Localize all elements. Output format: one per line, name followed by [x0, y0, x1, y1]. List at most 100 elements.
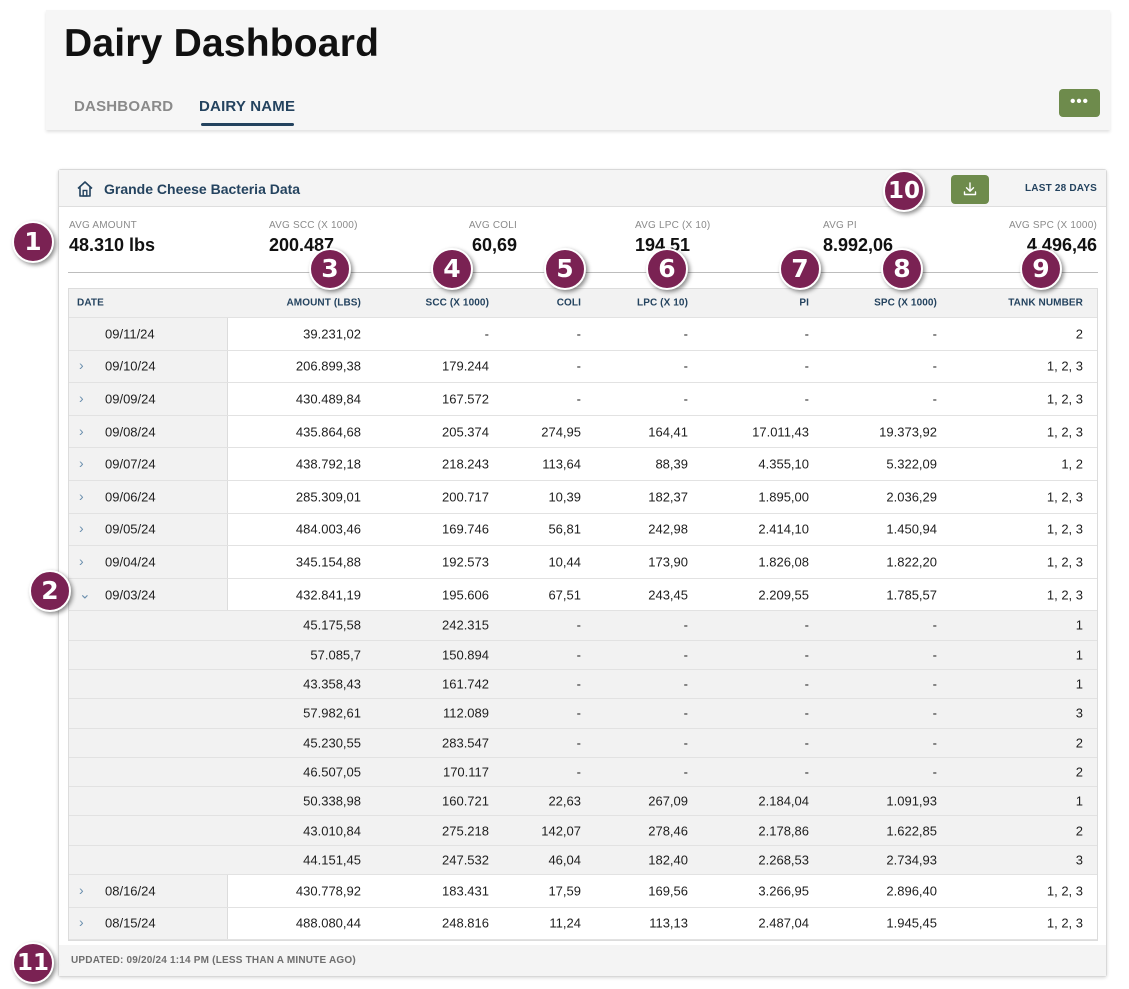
- cell-coli: -: [576, 705, 581, 721]
- cell-lpc: -: [683, 647, 688, 663]
- cell-lpc: 173,90: [648, 554, 688, 570]
- chevron-right-icon[interactable]: ›: [79, 390, 84, 407]
- download-button[interactable]: [951, 175, 989, 204]
- callout-badge: 5: [544, 248, 586, 290]
- cell-pi: -: [804, 358, 809, 374]
- date-cell: 09/11/24: [69, 318, 228, 350]
- stat-label: AVG AMOUNT: [69, 220, 137, 231]
- cell-amount: 484.003,46: [295, 521, 361, 537]
- column-header-tank-number[interactable]: TANK NUMBER: [1008, 297, 1083, 309]
- callout-badge: 11: [12, 942, 54, 984]
- chevron-right-icon[interactable]: ›: [79, 882, 84, 899]
- cell-spc: 1.622,85: [886, 823, 937, 839]
- table-row[interactable]: ⌄ 09/03/24 432.841,19 195.606 67,51 243,45 2.2…: [69, 578, 1097, 612]
- date-cell: [69, 757, 228, 787]
- table-row[interactable]: › 08/15/24 488.080,44 248.816 11,24 113,13 2.4…: [69, 907, 1097, 941]
- stat-label: AVG SPC (X 1000): [1008, 220, 1097, 231]
- cell-spc: 1.785,57: [886, 587, 937, 603]
- callout-badge: 8: [881, 248, 923, 290]
- callout-badge: 10: [883, 170, 925, 212]
- chevron-right-icon[interactable]: ›: [79, 455, 84, 472]
- row-date: 09/03/24: [105, 587, 156, 603]
- table-row[interactable]: › 09/10/24 206.899,38 179.244 - - - - 1, 2, 3: [69, 350, 1097, 384]
- cell-spc: 2.734,93: [886, 852, 937, 868]
- sub-table-row: 46.507,05 170.117 - - - - 2: [69, 757, 1097, 788]
- cell-lpc: 169,56: [648, 883, 688, 899]
- table-row[interactable]: › 09/04/24 345.154,88 192.573 10,44 173,90 1.8…: [69, 546, 1097, 579]
- chevron-right-icon[interactable]: ›: [79, 422, 84, 439]
- cell-scc: 242.315: [442, 617, 489, 633]
- table-row[interactable]: › 09/06/24 285.309,01 200.717 10,39 182,37 1.8…: [69, 480, 1097, 514]
- row-date: 09/11/24: [105, 326, 155, 342]
- cell-tank: 1: [1075, 793, 1083, 809]
- cell-pi: 2.178,86: [758, 823, 809, 839]
- table-row[interactable]: › 09/09/24 430.489,84 167.572 - - - - 1, 2, 3: [69, 383, 1097, 416]
- cell-pi: -: [804, 326, 809, 342]
- column-header-coli[interactable]: COLI: [556, 297, 581, 309]
- chevron-right-icon[interactable]: ›: [79, 357, 84, 374]
- cell-amount: 206.899,38: [295, 358, 361, 374]
- chevron-right-icon[interactable]: ›: [79, 914, 84, 931]
- table-row[interactable]: › 09/07/24 438.792,18 218.243 113,64 88,39 4.3…: [69, 448, 1097, 481]
- cell-spc: -: [932, 358, 937, 374]
- more-options-button[interactable]: •••: [1059, 89, 1100, 117]
- chevron-down-icon[interactable]: ⌄: [79, 585, 91, 602]
- cell-lpc: 113,13: [649, 915, 688, 931]
- cell-tank: 1, 2, 3: [1046, 554, 1083, 570]
- cell-lpc: -: [683, 676, 688, 692]
- tab-dashboard[interactable]: DASHBOARD: [74, 98, 174, 115]
- card-title: Grande Cheese Bacteria Data: [104, 181, 301, 197]
- date-cell: [69, 669, 228, 699]
- sub-table-row: 45.230,55 283.547 - - - - 2: [69, 728, 1097, 758]
- cell-amount: 45.230,55: [303, 735, 361, 751]
- callout-badge: 2: [29, 570, 71, 612]
- cell-coli: 113,64: [542, 456, 581, 472]
- date-cell: › 09/07/24: [69, 448, 228, 480]
- cell-scc: 192.573: [442, 554, 489, 570]
- page-title: Dairy Dashboard: [64, 22, 380, 65]
- stat-value: 8.992,06: [823, 235, 894, 255]
- cell-tank: 2: [1075, 764, 1083, 780]
- date-cell: [69, 845, 228, 875]
- cell-lpc: 243,45: [648, 587, 688, 603]
- date-range-label[interactable]: LAST 28 DAYS: [1025, 183, 1098, 194]
- cell-amount: 57.085,7: [310, 647, 361, 663]
- stat-value: 48.310 lbs: [69, 235, 156, 255]
- cell-amount: 430.489,84: [295, 391, 361, 407]
- cell-lpc: -: [683, 617, 688, 633]
- cell-spc: -: [932, 764, 937, 780]
- cell-lpc: -: [683, 764, 688, 780]
- column-header-scc[interactable]: SCC (X 1000): [425, 297, 489, 309]
- download-icon: [963, 182, 977, 196]
- chevron-right-icon[interactable]: ›: [79, 520, 84, 537]
- table-row[interactable]: 09/11/24 39.231,02 - - - - - 2: [69, 318, 1097, 351]
- cell-amount: 345.154,88: [295, 554, 361, 570]
- column-header-spc[interactable]: SPC (X 1000): [874, 297, 937, 309]
- row-date: 09/07/24: [105, 456, 156, 472]
- cell-coli: -: [576, 735, 581, 751]
- cell-tank: 2: [1075, 823, 1083, 839]
- column-header-amount[interactable]: AMOUNT (LBS): [286, 297, 361, 309]
- date-cell: › 08/15/24: [69, 907, 228, 940]
- cell-pi: -: [804, 676, 809, 692]
- column-header-lpc[interactable]: LPC (X 10): [636, 297, 688, 309]
- cell-tank: 2: [1075, 326, 1083, 342]
- chevron-right-icon[interactable]: ›: [79, 487, 84, 504]
- column-header-pi[interactable]: PI: [799, 297, 809, 309]
- cell-amount: 50.338,98: [303, 793, 361, 809]
- cell-scc: 179.244: [442, 358, 489, 374]
- cell-coli: 17,59: [548, 883, 581, 899]
- cell-coli: -: [576, 617, 581, 633]
- table-row[interactable]: › 09/08/24 435.864,68 205.374 274,95 164,41 17…: [69, 415, 1097, 449]
- tab-dairy-name[interactable]: DAIRY NAME: [199, 98, 296, 115]
- column-header-date[interactable]: DATE: [77, 297, 104, 309]
- callout-badge: 1: [12, 221, 54, 263]
- table-row[interactable]: › 08/16/24 430.778,92 183.431 17,59 169,56 3.2…: [69, 875, 1097, 908]
- row-date: 08/16/24: [105, 883, 156, 899]
- date-cell: › 09/08/24: [69, 415, 228, 448]
- cell-coli: -: [576, 647, 581, 663]
- cell-coli: -: [576, 676, 581, 692]
- cell-tank: 1, 2, 3: [1046, 883, 1083, 899]
- table-row[interactable]: › 09/05/24 484.003,46 169.746 56,81 242,98 2.4…: [69, 513, 1097, 547]
- chevron-right-icon[interactable]: ›: [79, 553, 84, 570]
